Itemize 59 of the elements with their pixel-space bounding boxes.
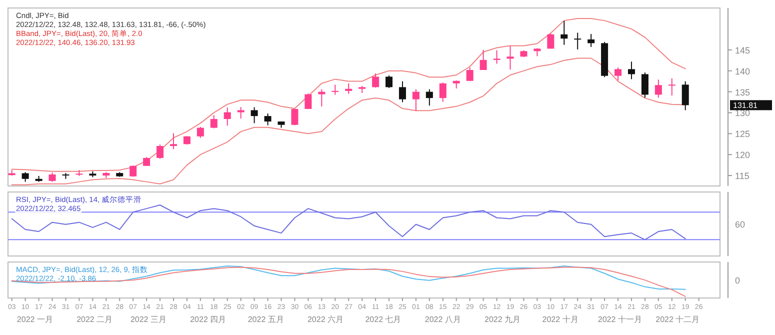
candlestick (412, 88, 420, 112)
candlestick (641, 72, 648, 98)
y-tick-label: 125 (735, 129, 750, 140)
y-tick-label: 135 (735, 87, 750, 98)
text: 2022 七月 (365, 315, 402, 324)
candlestick (466, 66, 474, 82)
candlestick (574, 32, 582, 50)
candlestick (480, 49, 487, 70)
text: 2022 二月 (76, 315, 113, 324)
y-tick-label: 120 (735, 150, 750, 160)
candlestick (210, 114, 218, 129)
candlestick (682, 80, 689, 111)
candlestick (224, 106, 231, 126)
y-tick-label: 115 (735, 171, 750, 182)
candlestick (345, 82, 352, 94)
candlestick (332, 84, 339, 96)
candlestick (506, 46, 514, 70)
candlestick (264, 113, 272, 126)
text: 60 (735, 220, 746, 230)
text: 2022 四月 (190, 315, 226, 324)
candlestick (237, 106, 244, 120)
text: 0 (735, 276, 740, 286)
candlestick (398, 80, 406, 103)
candlestick (196, 126, 204, 138)
candlestick (250, 106, 258, 124)
text: 2022 九月 (484, 315, 521, 324)
candlestick (318, 88, 326, 107)
text: 2022 十二月 (656, 315, 700, 324)
text: 2022 五月 (248, 315, 284, 324)
y-tick-label: 130 (735, 108, 750, 118)
candlestick (614, 66, 622, 81)
candlestick (372, 72, 380, 88)
text: 2022 十一月 (598, 315, 642, 324)
candlestick (130, 164, 137, 178)
text: 2022 十月 (542, 315, 578, 324)
text: 2022 一月 (16, 315, 53, 324)
candlestick (547, 33, 554, 50)
candlestick (291, 108, 298, 126)
text: 2022 三月 (130, 315, 166, 324)
candlestick (170, 132, 177, 150)
candlestick (386, 74, 393, 88)
candlestick (22, 172, 29, 182)
candlestick (628, 61, 635, 80)
y-tick-label: 140 (735, 66, 750, 76)
candlestick (48, 172, 56, 182)
line-series (11, 18, 686, 172)
candlestick (668, 78, 676, 96)
text: 131.81 (733, 101, 758, 110)
candlestick (654, 79, 662, 98)
candlestick (588, 33, 595, 48)
candlestick (304, 92, 312, 110)
candlestick (560, 20, 568, 46)
candlestick (156, 144, 164, 160)
text: 2022 六月 (308, 315, 344, 324)
candlestick (439, 82, 446, 102)
candlestick (426, 88, 433, 106)
y-tick-label: 145 (735, 45, 750, 56)
candlestick (493, 50, 500, 64)
text: 2022 八月 (424, 315, 461, 324)
